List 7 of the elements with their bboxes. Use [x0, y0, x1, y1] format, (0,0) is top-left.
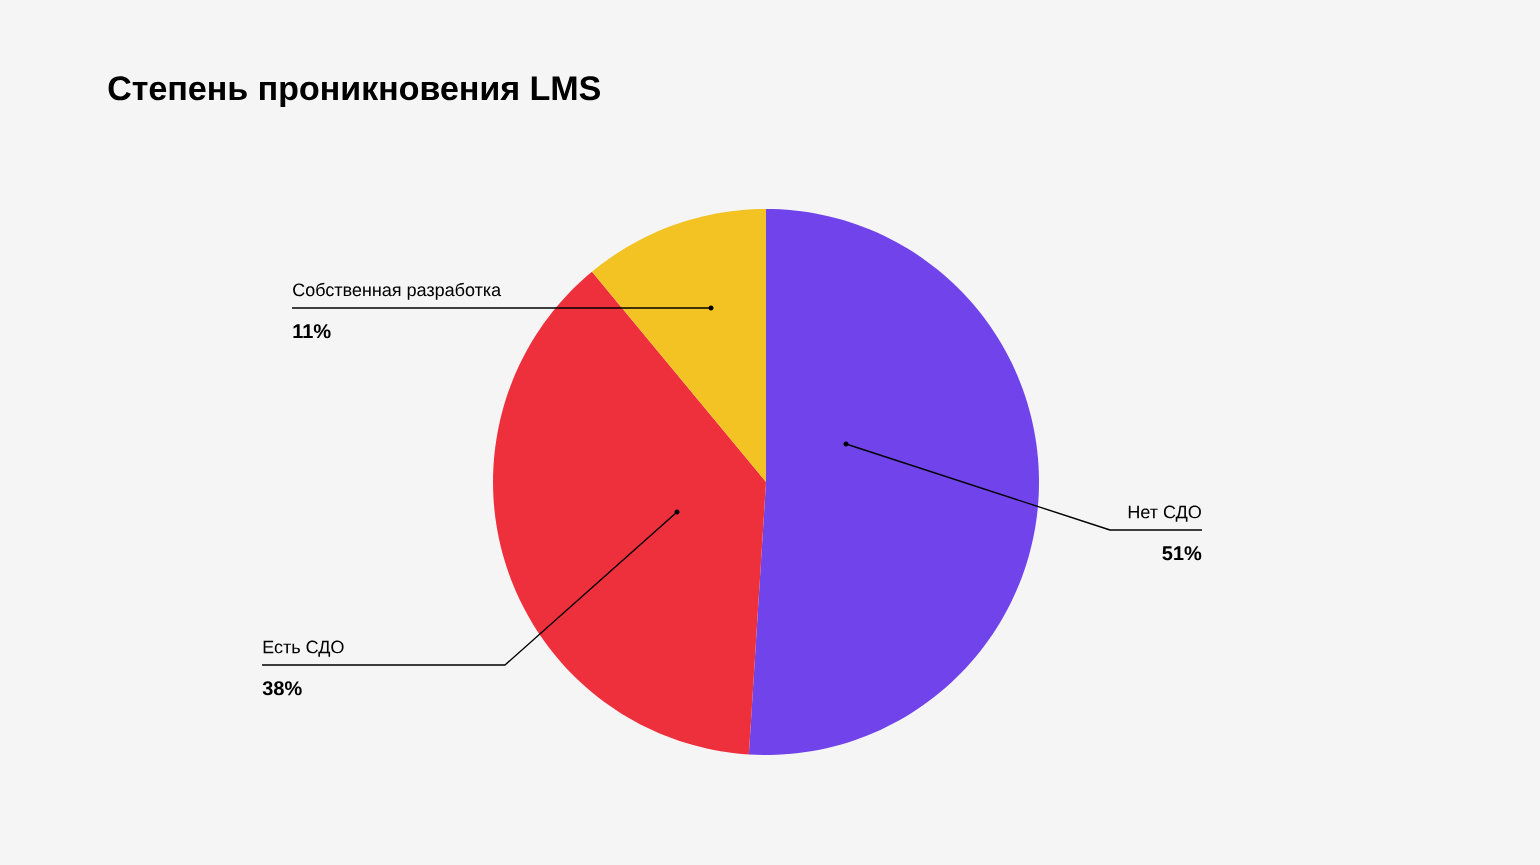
- data-label: 51%: [1162, 546, 1202, 561]
- slice-label: Нет СДО: [1128, 505, 1201, 522]
- data-label: 11%: [293, 324, 331, 339]
- slice-label: Собственная разработка: [293, 282, 502, 300]
- chart-title: Степень проникновения LMS: [108, 76, 600, 108]
- data-label: 38%: [262, 681, 302, 696]
- slice-label: Есть СДО: [263, 640, 344, 657]
